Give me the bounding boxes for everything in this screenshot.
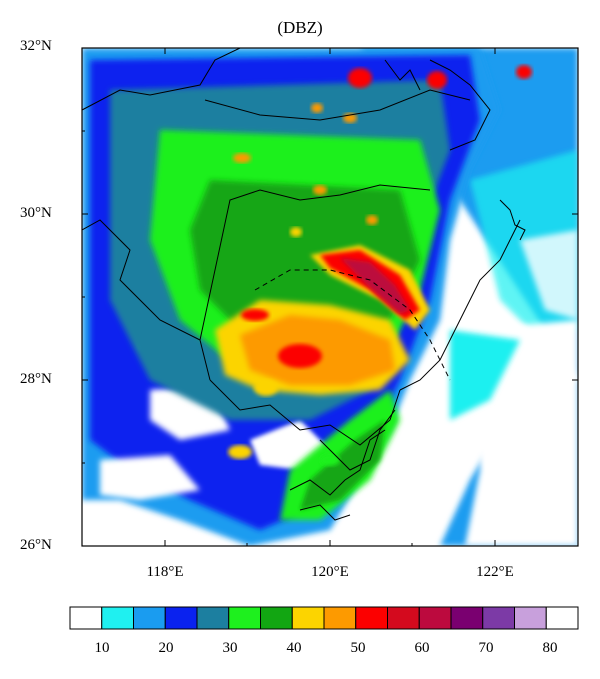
colorbar-swatch (101, 606, 134, 630)
colorbar-swatch (164, 606, 198, 630)
colorbar-swatch (514, 606, 547, 630)
colorbar-swatch (355, 606, 388, 630)
colorbar-swatch (291, 606, 325, 630)
colorbar-swatch (450, 606, 484, 630)
convective-cells (228, 65, 532, 466)
axis-ticks (82, 47, 578, 547)
colorbar-swatch (323, 606, 357, 630)
lat-label-26: 26°N (20, 537, 52, 553)
reflectivity-field (82, 48, 578, 546)
colorbar-swatch (133, 606, 166, 630)
colorbar-label-40: 40 (286, 640, 302, 656)
colorbar-swatch (228, 606, 261, 630)
boundary-lines (82, 48, 526, 521)
colorbar-label-80: 80 (542, 640, 558, 656)
lon-label-120: 120°E (311, 564, 349, 580)
colorbar-label-60: 60 (414, 640, 430, 656)
colorbar-swatch (545, 606, 579, 630)
lon-label-118: 118°E (146, 564, 184, 580)
colorbar-label-70: 70 (478, 640, 494, 656)
colorbar-swatch (387, 606, 420, 630)
colorbar-swatch (196, 606, 230, 630)
colorbar-swatch (418, 606, 452, 630)
colorbar-label-30: 30 (222, 640, 238, 656)
colorbar (69, 606, 579, 630)
map-title: (DBZ) (277, 18, 323, 37)
colorbar-label-50: 50 (350, 640, 366, 656)
lon-label-122: 122°E (476, 564, 514, 580)
colorbar-swatch (260, 606, 293, 630)
storm-track-line (254, 269, 451, 381)
colorbar-swatch (69, 606, 103, 630)
lat-label-28: 28°N (20, 371, 52, 387)
lat-label-30: 30°N (20, 205, 52, 221)
colorbar-swatch (482, 606, 515, 630)
colorbar-label-20: 20 (158, 640, 174, 656)
colorbar-label-10: 10 (94, 640, 110, 656)
lat-label-32: 32°N (20, 38, 52, 54)
